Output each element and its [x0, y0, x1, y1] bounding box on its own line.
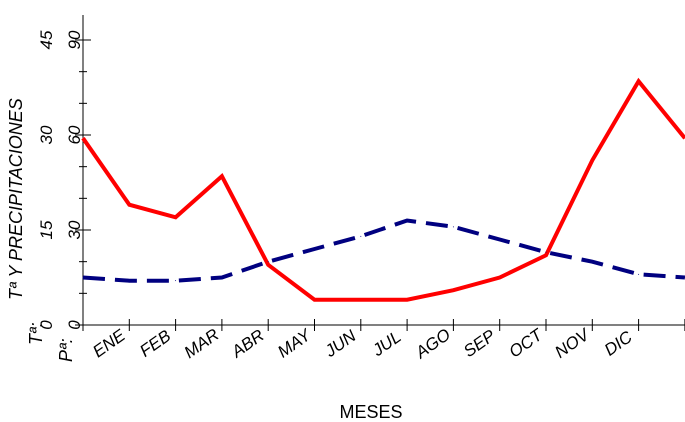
series-point: [406, 299, 408, 301]
series-point: [638, 80, 640, 82]
x-tick-label: AGO: [411, 325, 454, 363]
series-point: [314, 299, 315, 301]
series-point: [591, 159, 593, 161]
series-point: [499, 239, 501, 240]
x-tick-label: JUN: [321, 326, 360, 362]
x-tick-label: MAR: [181, 325, 223, 362]
series-point: [499, 277, 501, 278]
series-point: [175, 216, 177, 218]
y-inner-tick-label: 90: [65, 30, 84, 49]
series-point: [128, 204, 130, 206]
x-tick-label: SEP: [460, 326, 499, 361]
y-outer-tick-label: 0: [37, 320, 56, 330]
y-inner-tick-label: 30: [65, 220, 84, 239]
series-point: [82, 137, 84, 139]
labels-layer: 0 15 30 45 0 30 60 90 Tª: Pª: Tª Y PRECIPITACIONES…: [6, 30, 636, 422]
x-tick-label: JUL: [368, 327, 404, 360]
series-point: [175, 280, 177, 282]
x-tick-label: OCT: [506, 324, 548, 361]
series-point: [360, 235, 362, 237]
x-axis-title: MESES: [339, 402, 402, 422]
x-tick-label: MAY: [274, 325, 315, 362]
series-point: [360, 299, 362, 301]
series-point: [452, 226, 454, 228]
series-line: [81, 77, 685, 302]
y-outer-tick-label: 30: [37, 125, 56, 144]
x-tick-label: DIC: [601, 327, 636, 360]
y-outer-tick-label: 45: [37, 30, 56, 49]
series-point: [545, 251, 547, 253]
series-point: [591, 261, 593, 263]
axes: [75, 15, 685, 331]
x-tick-label: NOV: [551, 324, 593, 362]
series-point: [267, 264, 269, 266]
series-point: [638, 273, 640, 275]
x-tick-label: FEB: [136, 326, 174, 361]
series-point: [221, 277, 223, 278]
y-axis-title: Tª Y PRECIPITACIONES: [6, 98, 26, 300]
series-line: [82, 218, 685, 283]
series-point: [267, 261, 269, 263]
y-inner-tick-label: 0: [65, 320, 84, 330]
y-outer-tick-label: 15: [37, 220, 56, 239]
y-inner-axis-label: Pª:: [56, 338, 76, 362]
series-point: [406, 220, 408, 221]
x-tick-label: ENE: [89, 325, 129, 361]
series-point: [545, 254, 547, 256]
y-outer-axis-label: Tª:: [26, 322, 46, 345]
series-layer: [81, 77, 685, 302]
series-point: [314, 248, 315, 250]
series-point: [82, 277, 84, 278]
series-point: [128, 280, 130, 282]
x-tick-label: ABR: [227, 326, 267, 362]
series-point: [221, 175, 223, 177]
series-point: [452, 289, 454, 291]
y-inner-tick-label: 60: [65, 125, 84, 144]
